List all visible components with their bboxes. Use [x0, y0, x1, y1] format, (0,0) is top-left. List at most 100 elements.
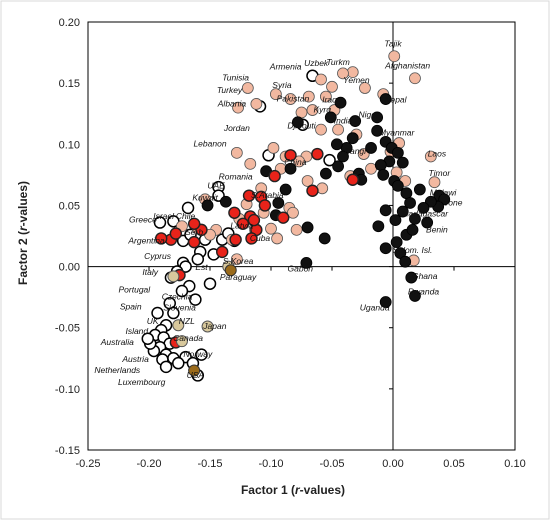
- data-point-salmon: [293, 155, 305, 168]
- data-point-salmon: [409, 72, 421, 85]
- y-tick-label: 0.15: [59, 78, 80, 90]
- data-point-red: [242, 189, 256, 202]
- data-point-black: [365, 142, 377, 154]
- country-label: Serb: [185, 227, 203, 237]
- x-tick-label: 0.05: [443, 458, 464, 470]
- country-label: Slovenia: [163, 303, 196, 313]
- data-point-salmon: [315, 73, 327, 86]
- country-label: Cyprus: [144, 251, 172, 261]
- data-point-red: [258, 199, 272, 212]
- country-label: Greece: [129, 215, 157, 225]
- data-point-black: [371, 111, 384, 124]
- country-label: Turkm: [326, 57, 349, 67]
- data-point-tan: [201, 320, 214, 333]
- data-point-open: [153, 216, 167, 229]
- y-tick-label: -0.05: [55, 323, 80, 335]
- country-label: Japan: [202, 321, 226, 331]
- data-point-black: [379, 296, 392, 308]
- data-point-salmon: [359, 82, 371, 94]
- country-label: Czechia: [162, 292, 193, 302]
- data-point-black: [372, 220, 385, 233]
- data-point-black: [301, 221, 314, 234]
- country-label: Tajik: [384, 38, 402, 48]
- country-label: Est: [195, 262, 208, 272]
- country-label: Gabon: [288, 263, 314, 273]
- data-point-salmon: [269, 88, 282, 101]
- country-label: S.Korea: [223, 256, 254, 266]
- data-point-salmon: [337, 67, 349, 80]
- data-point-black: [319, 167, 332, 180]
- data-point-salmon: [315, 123, 327, 136]
- data-point-black: [379, 93, 392, 105]
- data-point-black: [219, 195, 232, 208]
- data-point-open: [159, 360, 173, 374]
- data-point-salmon: [284, 93, 297, 105]
- data-point-black: [391, 179, 404, 192]
- data-point-black: [379, 204, 392, 217]
- country-label: Ghana: [412, 271, 438, 281]
- data-point-salmon: [244, 157, 257, 170]
- country-label: Argentina: [127, 235, 165, 245]
- country-label: Lebanon: [193, 139, 226, 149]
- country-label: Chile: [176, 211, 196, 221]
- country-label: Kyrg: [313, 104, 331, 114]
- country-label: UK: [147, 316, 159, 326]
- x-tick-label: -0.10: [258, 458, 283, 470]
- data-point-salmon: [232, 101, 244, 114]
- data-point-salmon: [319, 90, 332, 103]
- country-label: Benin: [426, 224, 448, 234]
- data-point-black: [421, 216, 434, 229]
- country-label: Niger: [358, 109, 379, 119]
- data-point-red: [247, 213, 261, 227]
- data-point-black: [406, 223, 419, 236]
- x-tick-label: -0.25: [75, 458, 100, 470]
- country-label: UAE: [207, 180, 225, 190]
- data-point-salmon: [365, 162, 377, 175]
- country-label: Canada: [173, 333, 203, 343]
- data-point-black: [413, 183, 426, 196]
- data-point-black: [417, 201, 430, 214]
- y-tick-label: 0.10: [59, 139, 80, 151]
- data-point-black: [334, 96, 347, 109]
- data-point-salmon: [287, 206, 299, 219]
- data-point-salmon: [230, 146, 243, 159]
- country-label: Albania: [217, 98, 247, 108]
- data-point-black: [300, 257, 313, 269]
- data-point-red: [284, 149, 297, 162]
- country-label: Tunisia: [222, 73, 249, 83]
- country-label: Turkey: [217, 85, 243, 95]
- country-label: Timor: [429, 168, 452, 178]
- country-label: Nepal: [384, 95, 407, 105]
- data-point-salmon: [290, 223, 303, 236]
- data-point-salmon: [265, 222, 277, 235]
- data-point-salmon: [295, 106, 308, 119]
- data-point-salmon: [267, 142, 280, 154]
- country-label: Madagascar: [401, 208, 449, 218]
- data-point-open: [141, 332, 155, 345]
- data-point-black: [371, 124, 384, 137]
- country-label: Syria: [272, 80, 292, 90]
- country-label: Paraguay: [220, 272, 257, 282]
- data-point-black: [377, 168, 390, 181]
- data-point-open: [203, 277, 217, 290]
- data-point-black: [405, 271, 418, 284]
- country-label: Yemen: [343, 75, 370, 85]
- data-point-black: [390, 236, 403, 249]
- data-point-black: [399, 255, 412, 268]
- data-point-open: [195, 348, 208, 361]
- data-point-black: [201, 199, 214, 212]
- x-axis-title: Factor 1 (r-values): [241, 483, 345, 497]
- data-point-black: [332, 160, 345, 173]
- data-point-tan: [175, 335, 188, 348]
- country-label: Jordan: [223, 123, 250, 133]
- country-label: Kuwait: [192, 193, 218, 203]
- y-tick-label: -0.15: [55, 445, 80, 457]
- data-point-black: [396, 205, 409, 218]
- data-point-red: [311, 147, 324, 161]
- data-point-red: [215, 245, 229, 259]
- country-label: Norway: [183, 349, 213, 359]
- x-tick-label: -0.20: [136, 458, 161, 470]
- data-point-olive: [224, 264, 237, 277]
- country-label: Israel: [153, 211, 175, 221]
